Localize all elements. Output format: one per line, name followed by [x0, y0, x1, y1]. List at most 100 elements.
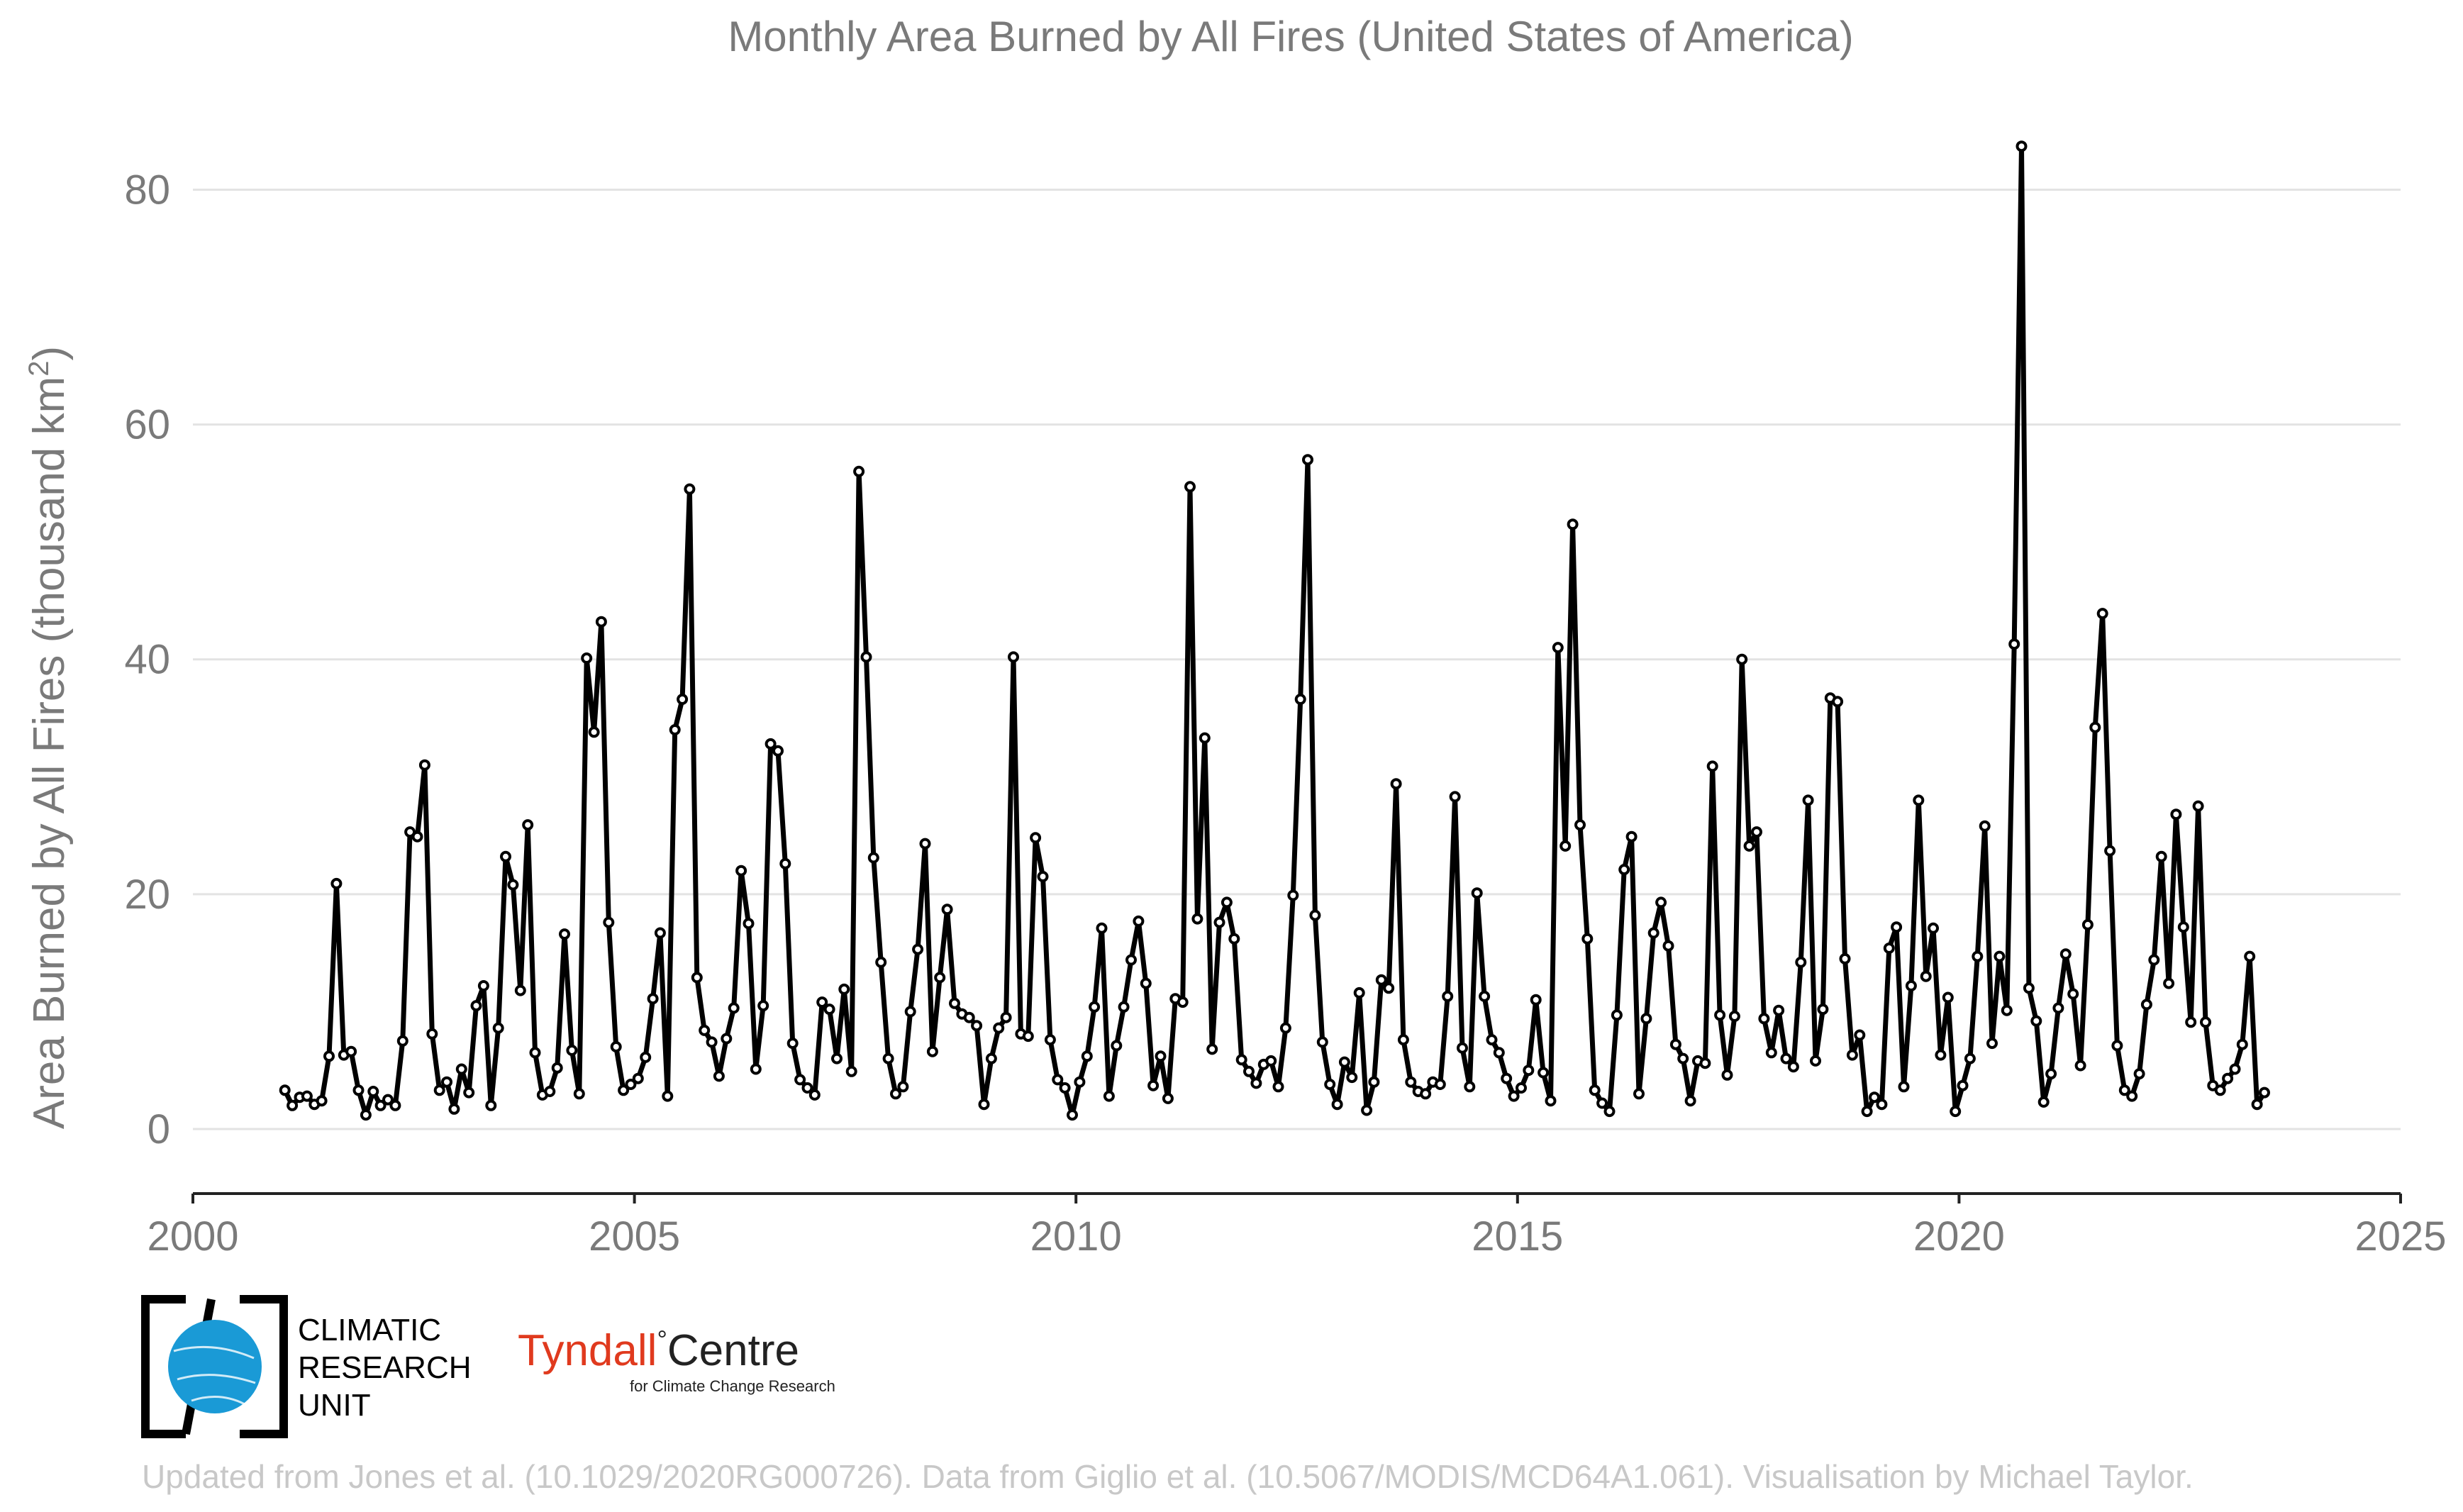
data-point: [721, 1033, 733, 1045]
data-point: [2185, 1016, 2197, 1028]
data-point: [1787, 1061, 1799, 1073]
data-point: [1846, 1049, 1858, 1061]
data-point: [882, 1052, 894, 1064]
data-point: [477, 980, 489, 991]
data-point: [757, 1000, 769, 1012]
data-point: [2222, 1072, 2234, 1084]
data-point: [448, 1103, 460, 1115]
data-point: [1250, 1077, 1262, 1089]
data-point: [1839, 952, 1851, 965]
data-point: [1383, 982, 1395, 994]
y-tick-label: 20: [124, 872, 170, 918]
data-point: [853, 465, 865, 477]
data-point: [2259, 1086, 2270, 1099]
data-point: [1876, 1099, 1888, 1111]
cru-logo-right-bracket: [240, 1295, 288, 1438]
data-point: [1111, 1040, 1123, 1052]
data-point: [735, 865, 747, 877]
data-point: [507, 879, 519, 891]
data-point: [1581, 933, 1594, 945]
data-point: [1213, 916, 1225, 928]
data-point: [2140, 999, 2152, 1011]
data-point: [1972, 950, 1984, 962]
data-point: [2052, 1002, 2064, 1014]
data-point: [455, 1063, 467, 1075]
data-point: [2133, 1068, 2145, 1080]
data-point: [1728, 1011, 1740, 1022]
data-point: [1832, 696, 1844, 708]
data-point: [2111, 1040, 2123, 1052]
data-point: [287, 1099, 299, 1111]
data-point: [1361, 1104, 1373, 1116]
data-point: [1140, 977, 1152, 989]
y-axis-label-close: ): [25, 346, 74, 361]
data-point: [1089, 1001, 1101, 1013]
data-point: [1199, 732, 1211, 744]
x-tick-label: 2010: [1030, 1213, 1122, 1260]
data-point: [647, 993, 659, 1005]
data-point: [1449, 791, 1461, 803]
data-point: [1375, 974, 1387, 986]
data-point: [1596, 1097, 1608, 1109]
data-point: [1184, 481, 1196, 493]
data-point: [867, 852, 879, 864]
data-point: [1545, 1095, 1557, 1107]
data-point: [2251, 1099, 2263, 1111]
data-point: [595, 616, 607, 628]
data-point: [904, 1006, 916, 1018]
data-point: [1353, 986, 1365, 999]
data-point: [1059, 1082, 1071, 1094]
data-point: [2155, 850, 2167, 862]
data-point: [684, 483, 696, 495]
data-point: [1928, 922, 1939, 934]
data-point: [728, 1002, 740, 1014]
data-point: [374, 1099, 387, 1111]
data-point: [2236, 1038, 2248, 1050]
data-point: [551, 1062, 563, 1074]
data-point: [1309, 909, 1321, 921]
data-point: [566, 1045, 578, 1056]
y-axis-label: Area Burned by All Fires (thousand km2): [23, 346, 74, 1129]
data-point: [2001, 1004, 2013, 1016]
data-point: [529, 1047, 541, 1059]
data-point: [2030, 1015, 2042, 1027]
data-point: [2023, 982, 2035, 994]
data-point: [1022, 1030, 1034, 1043]
x-tick-label: 2000: [147, 1213, 238, 1260]
data-point: [875, 956, 887, 968]
data-point: [610, 1041, 622, 1052]
data-point: [301, 1090, 313, 1102]
y-tick-label: 60: [124, 402, 170, 448]
data-point: [1316, 1036, 1328, 1048]
data-point: [2059, 948, 2072, 960]
data-point: [463, 1086, 475, 1099]
data-point: [1434, 1079, 1446, 1090]
x-tick-label: 2005: [589, 1213, 680, 1260]
data-point: [808, 1089, 821, 1101]
data-point: [1162, 1092, 1174, 1104]
data-point: [1155, 1050, 1167, 1062]
data-point: [1957, 1079, 1969, 1091]
data-point: [1177, 996, 1189, 1008]
data-point: [1074, 1076, 1086, 1088]
data-point: [1235, 1054, 1247, 1066]
data-point: [1817, 1004, 1829, 1016]
data-point: [897, 1081, 909, 1093]
data-point: [1133, 915, 1145, 927]
data-point: [1625, 830, 1638, 843]
tyndall-degree: °: [657, 1325, 667, 1354]
credit-line: Updated from Jones et al. (10.1029/2020R…: [142, 1458, 2194, 1495]
data-point: [396, 1035, 408, 1047]
data-point: [1243, 1065, 1255, 1077]
data-point: [2089, 721, 2101, 733]
data-point: [1574, 819, 1586, 831]
data-point: [581, 652, 593, 664]
data-point: [492, 1022, 504, 1034]
data-point: [573, 1088, 585, 1100]
data-point: [713, 1070, 725, 1082]
data-point: [1147, 1079, 1160, 1091]
data-point: [360, 1109, 372, 1121]
data-point: [1030, 832, 1042, 844]
data-point: [2037, 1096, 2050, 1108]
data-point: [2118, 1084, 2130, 1096]
